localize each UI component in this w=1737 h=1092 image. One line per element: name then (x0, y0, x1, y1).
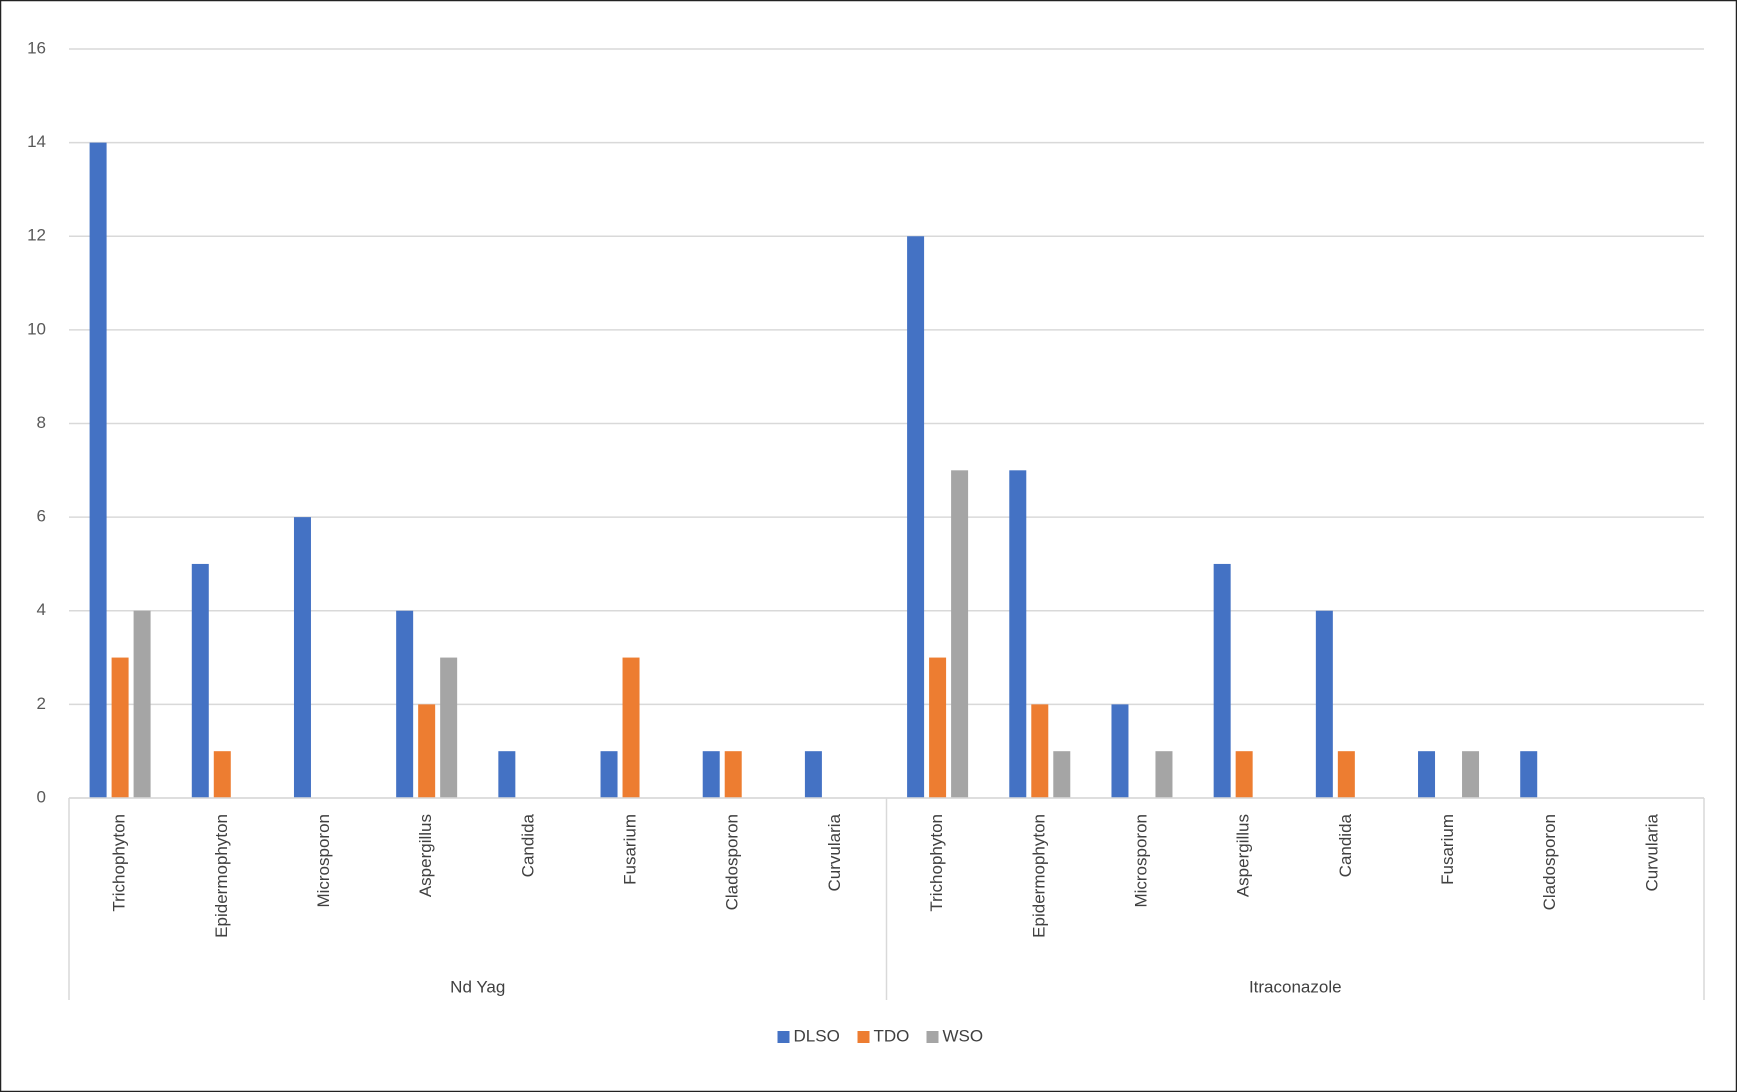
x-tick-label: Microsporon (1131, 814, 1150, 908)
x-tick-label: Microsporon (314, 814, 333, 908)
legend-swatch (777, 1031, 790, 1043)
bar (418, 704, 436, 798)
bar (600, 751, 618, 798)
y-tick-label: 4 (37, 600, 46, 619)
group-label: Nd Yag (450, 977, 505, 996)
bar (293, 517, 311, 798)
bar (622, 657, 640, 798)
x-tick-label: Trichophyton (110, 814, 129, 912)
x-tick-label: Fusarium (621, 814, 640, 885)
bar (1235, 751, 1253, 798)
bar (1337, 751, 1355, 798)
x-tick-label: Cladosporon (723, 814, 742, 910)
x-tick-label: Candida (1336, 813, 1355, 877)
legend-label: DLSO (794, 1026, 840, 1045)
bar (498, 751, 516, 798)
y-tick-label: 16 (27, 38, 46, 57)
y-tick-label: 0 (37, 787, 46, 806)
y-tick-label: 6 (37, 507, 46, 526)
x-tick-label: Curvularia (1642, 813, 1661, 891)
bar (440, 657, 458, 798)
bar (1111, 704, 1129, 798)
bar (1462, 751, 1480, 798)
x-tick-label: Aspergillus (1234, 814, 1253, 897)
bar (1418, 751, 1436, 798)
bar (133, 610, 151, 798)
bar (111, 657, 129, 798)
x-tick-label: Curvularia (825, 813, 844, 891)
bar (702, 751, 720, 798)
x-tick-label: Candida (518, 813, 537, 877)
x-tick-label: Aspergillus (416, 814, 435, 897)
bar (929, 657, 947, 798)
bar (951, 470, 969, 798)
x-tick-label: Cladosporon (1540, 814, 1559, 910)
x-tick-label: Epidermophyton (212, 814, 231, 938)
bar (396, 610, 414, 798)
x-tick-label: Epidermophyton (1029, 814, 1048, 938)
bar (1009, 470, 1027, 798)
bar (804, 751, 822, 798)
legend-swatch (857, 1031, 870, 1043)
y-tick-label: 8 (37, 413, 46, 432)
y-tick-label: 14 (27, 132, 46, 151)
bar (1031, 704, 1049, 798)
bar (1053, 751, 1071, 798)
group-label: Itraconazole (1249, 977, 1342, 996)
x-tick-label: Fusarium (1438, 814, 1457, 885)
bar (907, 236, 925, 798)
bar (1315, 610, 1333, 798)
y-tick-label: 2 (37, 694, 46, 713)
bar (213, 751, 231, 798)
y-tick-label: 12 (27, 226, 46, 245)
legend-label: TDO (874, 1026, 910, 1045)
x-tick-label: Trichophyton (927, 814, 946, 912)
bar (1155, 751, 1173, 798)
bar (1213, 563, 1231, 798)
bar (191, 563, 209, 798)
bar (1520, 751, 1538, 798)
bar (724, 751, 742, 798)
legend-swatch (926, 1031, 939, 1043)
legend-label: WSO (943, 1026, 984, 1045)
y-tick-label: 10 (27, 319, 46, 338)
bar (89, 142, 107, 798)
